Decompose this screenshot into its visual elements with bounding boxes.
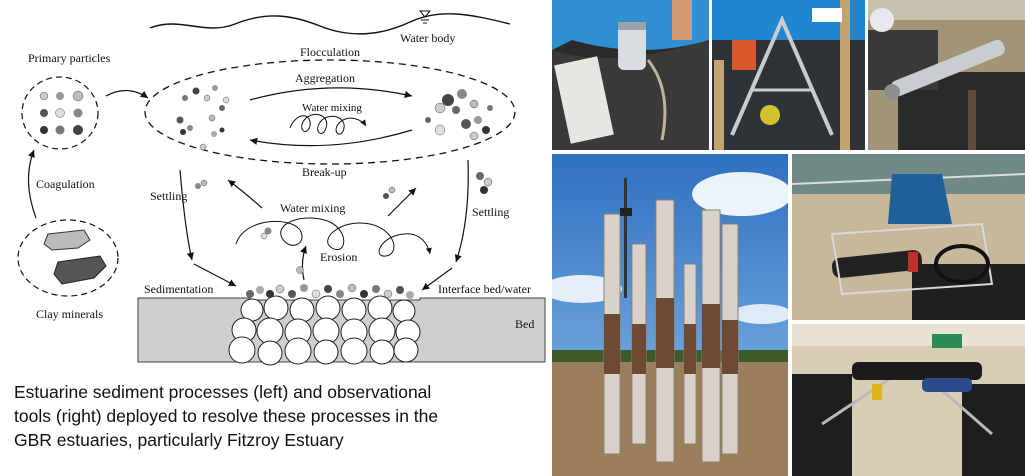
primary-particles <box>39 90 84 135</box>
up-right-arrow <box>387 187 417 217</box>
figure-caption: Estuarine sediment processes (left) and … <box>14 380 544 452</box>
erosion-arrow <box>300 245 307 281</box>
aggregation-label: Aggregation <box>295 71 355 85</box>
photo-boat-instrument <box>552 0 709 150</box>
bed-surface-flocs <box>246 283 414 299</box>
break-up-arrow <box>249 129 413 147</box>
clay-platelet-light <box>43 229 91 251</box>
primary-to-floc-arrow <box>105 89 149 99</box>
photo-deck-profiler <box>868 0 1025 150</box>
flocculation-label: Flocculation <box>300 45 360 59</box>
erosion-label: Erosion <box>320 250 357 264</box>
water-level-symbol <box>418 10 432 24</box>
caption-line-1: Estuarine sediment processes (left) and … <box>14 382 432 402</box>
floc-particles-left <box>176 85 230 151</box>
sedimentation-label: Sedimentation <box>144 282 213 296</box>
settling-right-label: Settling <box>472 205 509 219</box>
sediment-process-diagram: Water body Flocculation Aggregation Wate… <box>17 10 546 366</box>
break-up-label: Break-up <box>302 165 347 179</box>
sedimentation-arrow <box>193 263 237 287</box>
caption-line-2: tools (right) deployed to resolve these … <box>14 406 439 426</box>
settling-left-label: Settling <box>150 189 187 203</box>
flocculation-zone <box>144 59 516 165</box>
water-mixing-upper-loops <box>289 113 367 135</box>
coagulation-arrow <box>27 149 37 219</box>
clay-minerals-label: Clay minerals <box>36 307 103 321</box>
primary-particles-circle <box>21 76 99 150</box>
clay-minerals-circle <box>17 219 119 297</box>
photo-sampling-frame <box>712 0 865 150</box>
primary-particles-label: Primary particles <box>28 51 111 65</box>
water-surface-line <box>149 13 511 35</box>
interface-arrow <box>421 267 453 291</box>
bed-grains <box>228 295 421 366</box>
clay-platelet-dark <box>53 255 107 285</box>
coagulation-label: Coagulation <box>36 177 95 191</box>
settling-left-arrow <box>179 169 194 261</box>
up-left-arrow <box>227 179 263 209</box>
photo-instrument-basket <box>792 154 1025 320</box>
interface-label: Interface bed/water <box>438 282 531 296</box>
aggregation-arrow <box>249 87 413 101</box>
settling-right-arrow <box>454 159 469 263</box>
floc-particles-right <box>425 89 493 141</box>
water-mixing-lower-loops <box>235 217 432 257</box>
water-body-label: Water body <box>400 31 455 45</box>
photo-deck-frame-instrument <box>792 324 1025 476</box>
bed-label: Bed <box>515 317 534 331</box>
water-mixing-upper-label: Water mixing <box>302 102 362 114</box>
settling-right-floc <box>383 172 493 199</box>
photo-estuary-pylons <box>552 154 788 476</box>
water-mixing-lower-label: Water mixing <box>280 201 345 215</box>
caption-line-3: GBR estuaries, particularly Fitzroy Estu… <box>14 430 344 450</box>
